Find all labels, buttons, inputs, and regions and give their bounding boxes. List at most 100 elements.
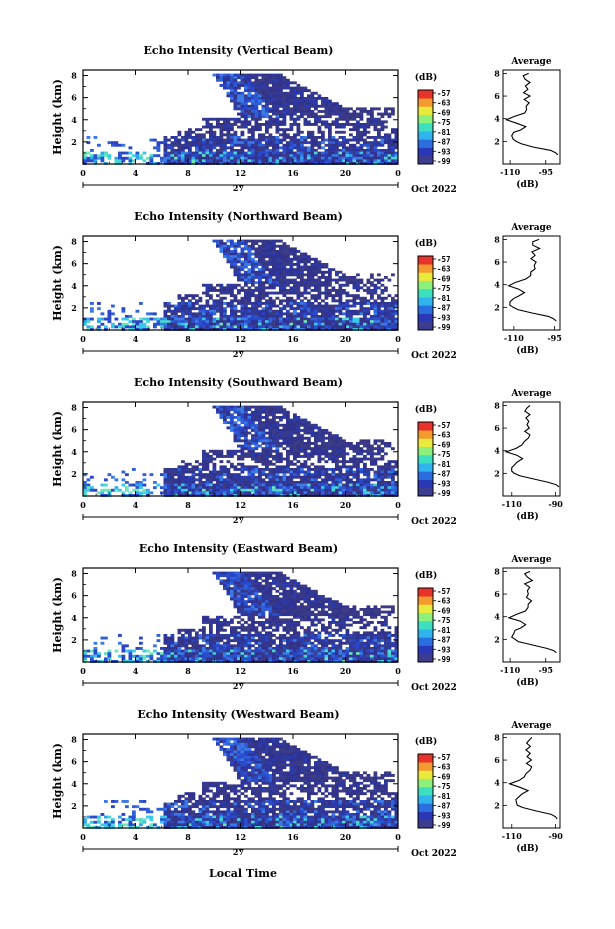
heatmap-cell (314, 268, 318, 272)
heatmap-cell (261, 110, 266, 113)
heatmap-cell (303, 442, 308, 445)
heatmap-cell (261, 312, 266, 316)
heatmap-cell (181, 149, 185, 152)
heatmap-cell (258, 136, 262, 139)
heatmap-cell (216, 151, 220, 155)
heatmap-cell (258, 421, 262, 425)
heatmap-cell (352, 473, 357, 477)
heatmap-cell (324, 483, 329, 487)
heatmap-cell (254, 486, 259, 490)
heatmap-cell (356, 120, 360, 124)
heatmap-cell (251, 434, 255, 438)
heatmap-cell (356, 483, 360, 487)
heatmap-cell (286, 470, 290, 474)
heatmap-cell (181, 654, 185, 658)
heatmap-cell (216, 149, 220, 152)
heatmap-cell (296, 91, 301, 95)
heatmap-cell (254, 154, 259, 158)
heatmap-cell (272, 138, 276, 142)
heatmap-cell (121, 654, 126, 658)
heatmap-cell (363, 462, 367, 466)
heatmap-cell (233, 439, 238, 443)
heatmap-cell (233, 426, 238, 430)
heatmap-cell (349, 465, 353, 469)
heatmap-cell (174, 325, 178, 329)
heatmap-cell (268, 320, 273, 324)
heatmap-cell (233, 296, 238, 300)
heatmap-cell (268, 110, 273, 113)
heatmap-cell (163, 488, 168, 492)
heatmap-cell (279, 455, 283, 458)
heatmap-cell (205, 125, 210, 129)
heatmap-cell (261, 273, 266, 277)
heatmap-cell (219, 647, 224, 650)
heatmap-cell (289, 312, 294, 316)
heatmap-cell (314, 154, 318, 158)
heatmap-cell (202, 491, 206, 495)
heatmap-cell (247, 309, 252, 313)
heatmap-cell (314, 307, 318, 311)
heatmap-cell (226, 120, 231, 124)
heatmap-cell (380, 296, 385, 300)
heatmap-cell (233, 89, 238, 93)
heatmap-cell (254, 320, 259, 324)
heatmap-cell (363, 312, 367, 316)
heatmap-cell (370, 112, 374, 116)
heatmap-cell (286, 304, 290, 308)
heatmap-cell (247, 294, 252, 298)
heatmap-cell (272, 102, 276, 106)
heatmap-cell (384, 444, 388, 448)
heatmap-cell (86, 141, 91, 145)
heatmap-cell (212, 289, 217, 292)
heatmap-cell (219, 408, 224, 412)
heatmap-cell (268, 102, 273, 106)
average-title: Average (510, 389, 551, 399)
heatmap-cell (356, 447, 360, 451)
heatmap-cell (300, 281, 304, 285)
heatmap-cell (324, 278, 329, 282)
heatmap-cell (338, 125, 343, 129)
heatmap-cell (205, 317, 210, 321)
heatmap-cell (352, 460, 357, 464)
heatmap-cell (286, 151, 290, 155)
heatmap-cell (328, 447, 332, 451)
heatmap-cell (240, 99, 245, 103)
heatmap-cell (170, 143, 175, 147)
heatmap-cell (230, 317, 234, 321)
heatmap-cell (296, 442, 301, 445)
heatmap-cell (289, 478, 294, 482)
heatmap-cell (324, 97, 329, 100)
heatmap-cell (282, 307, 287, 311)
heatmap-cell (230, 242, 234, 246)
heatmap-cell (303, 146, 308, 150)
heatmap-cell (293, 102, 297, 106)
heatmap-cell (268, 488, 273, 492)
heatmap-cell (310, 294, 315, 298)
heatmap-cell (321, 283, 325, 287)
heatmap-cell (251, 426, 255, 430)
heatmap-cell (338, 473, 343, 477)
heatmap-cell (366, 481, 371, 484)
heatmap-cell (163, 654, 168, 658)
heatmap-cell (310, 447, 315, 451)
heatmap-cell (342, 325, 346, 329)
heatmap-cell (237, 138, 241, 142)
heatmap-cell (366, 483, 371, 487)
heatmap-cell (83, 322, 87, 326)
heatmap-cell (335, 439, 339, 443)
heatmap-cell (338, 452, 343, 456)
heatmap-cell (349, 154, 353, 158)
heatmap-cell (335, 112, 339, 116)
heatmap-cell (261, 115, 266, 119)
heatmap-cell (233, 465, 238, 469)
heatmap-cell (268, 141, 273, 145)
heatmap-cell (310, 468, 315, 471)
heatmap-cell (258, 99, 262, 103)
heatmap-cell (289, 299, 294, 303)
heatmap-cell (195, 138, 199, 142)
heatmap-cell (114, 486, 119, 490)
heatmap-cell (370, 283, 374, 287)
heatmap-cell (317, 270, 322, 274)
heatmap-cell (153, 317, 157, 321)
heatmap-cell (230, 286, 234, 290)
